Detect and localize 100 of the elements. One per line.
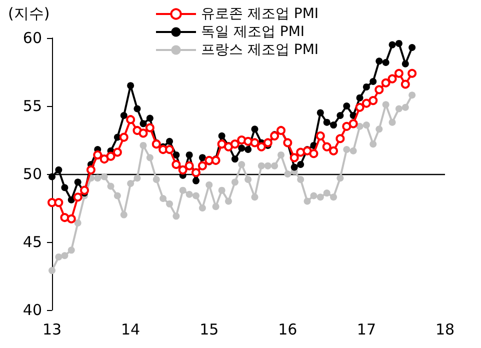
point <box>323 190 330 197</box>
point <box>256 142 266 152</box>
point <box>152 176 160 183</box>
point <box>356 94 364 102</box>
point <box>263 138 272 148</box>
point <box>343 146 350 154</box>
point <box>55 253 62 260</box>
point <box>362 98 371 108</box>
point <box>237 136 246 144</box>
x-tick-label: 14 <box>121 320 140 338</box>
point <box>120 112 128 120</box>
point <box>408 92 416 99</box>
point <box>376 58 383 65</box>
point <box>394 68 404 78</box>
point <box>48 198 56 208</box>
point <box>152 140 161 149</box>
point <box>146 114 154 122</box>
y-axis-title: (지수) <box>8 4 50 22</box>
point <box>179 186 186 194</box>
point <box>251 194 258 201</box>
point <box>172 151 180 158</box>
point <box>362 83 370 90</box>
point <box>278 151 284 158</box>
x-tick-label: 13 <box>42 320 62 338</box>
point <box>388 118 396 126</box>
point <box>138 128 148 138</box>
point <box>80 186 89 195</box>
point <box>106 152 116 161</box>
point <box>297 176 304 183</box>
point <box>224 142 233 152</box>
point <box>134 105 141 112</box>
point <box>244 136 253 146</box>
point <box>198 161 207 170</box>
point <box>184 161 194 170</box>
point <box>172 160 181 169</box>
point <box>134 174 141 182</box>
point <box>388 41 396 48</box>
point <box>140 120 147 128</box>
point <box>368 96 378 106</box>
point <box>336 134 345 144</box>
x-tick-label: 17 <box>356 320 376 338</box>
point <box>54 198 64 208</box>
point <box>198 204 206 212</box>
point <box>258 162 265 170</box>
legend-label: 프랑스 제조업 PMI <box>201 42 319 58</box>
point <box>132 126 142 135</box>
x-tick-label: 18 <box>435 320 455 338</box>
point <box>395 105 402 112</box>
point <box>238 160 246 168</box>
point <box>251 126 258 133</box>
point <box>192 192 200 200</box>
point <box>290 164 298 171</box>
point <box>206 181 213 188</box>
point <box>107 182 114 190</box>
point <box>74 178 82 186</box>
point <box>330 194 338 201</box>
point <box>68 196 75 204</box>
point <box>388 74 397 84</box>
point <box>309 149 318 158</box>
point <box>400 80 410 89</box>
point <box>61 184 68 192</box>
point <box>160 194 167 202</box>
point <box>127 82 134 90</box>
point <box>230 140 240 149</box>
point <box>166 138 174 145</box>
point <box>119 132 128 142</box>
point <box>343 102 350 110</box>
point <box>146 154 154 162</box>
point <box>73 192 82 202</box>
point <box>55 166 62 174</box>
point <box>100 173 108 180</box>
x-tick-label: 16 <box>278 320 298 338</box>
point <box>402 104 409 111</box>
point <box>86 165 96 174</box>
point <box>322 142 332 152</box>
point <box>48 267 56 274</box>
point <box>356 122 364 130</box>
point <box>93 150 102 160</box>
point <box>198 154 206 162</box>
point <box>330 122 338 129</box>
point <box>238 144 246 152</box>
point <box>408 68 417 78</box>
point <box>61 252 68 260</box>
point <box>250 138 260 148</box>
point <box>224 198 232 205</box>
point <box>355 102 364 112</box>
x-tick-label: 15 <box>200 320 219 338</box>
point <box>231 156 238 163</box>
point <box>66 214 76 224</box>
point <box>408 44 416 52</box>
point <box>186 151 193 158</box>
point <box>178 165 188 174</box>
point <box>316 194 324 201</box>
point <box>68 246 75 254</box>
point <box>172 212 180 220</box>
y-tick-label: 55 <box>22 97 42 115</box>
point <box>290 153 299 162</box>
point <box>126 115 136 124</box>
point <box>74 219 82 226</box>
point <box>336 112 344 120</box>
